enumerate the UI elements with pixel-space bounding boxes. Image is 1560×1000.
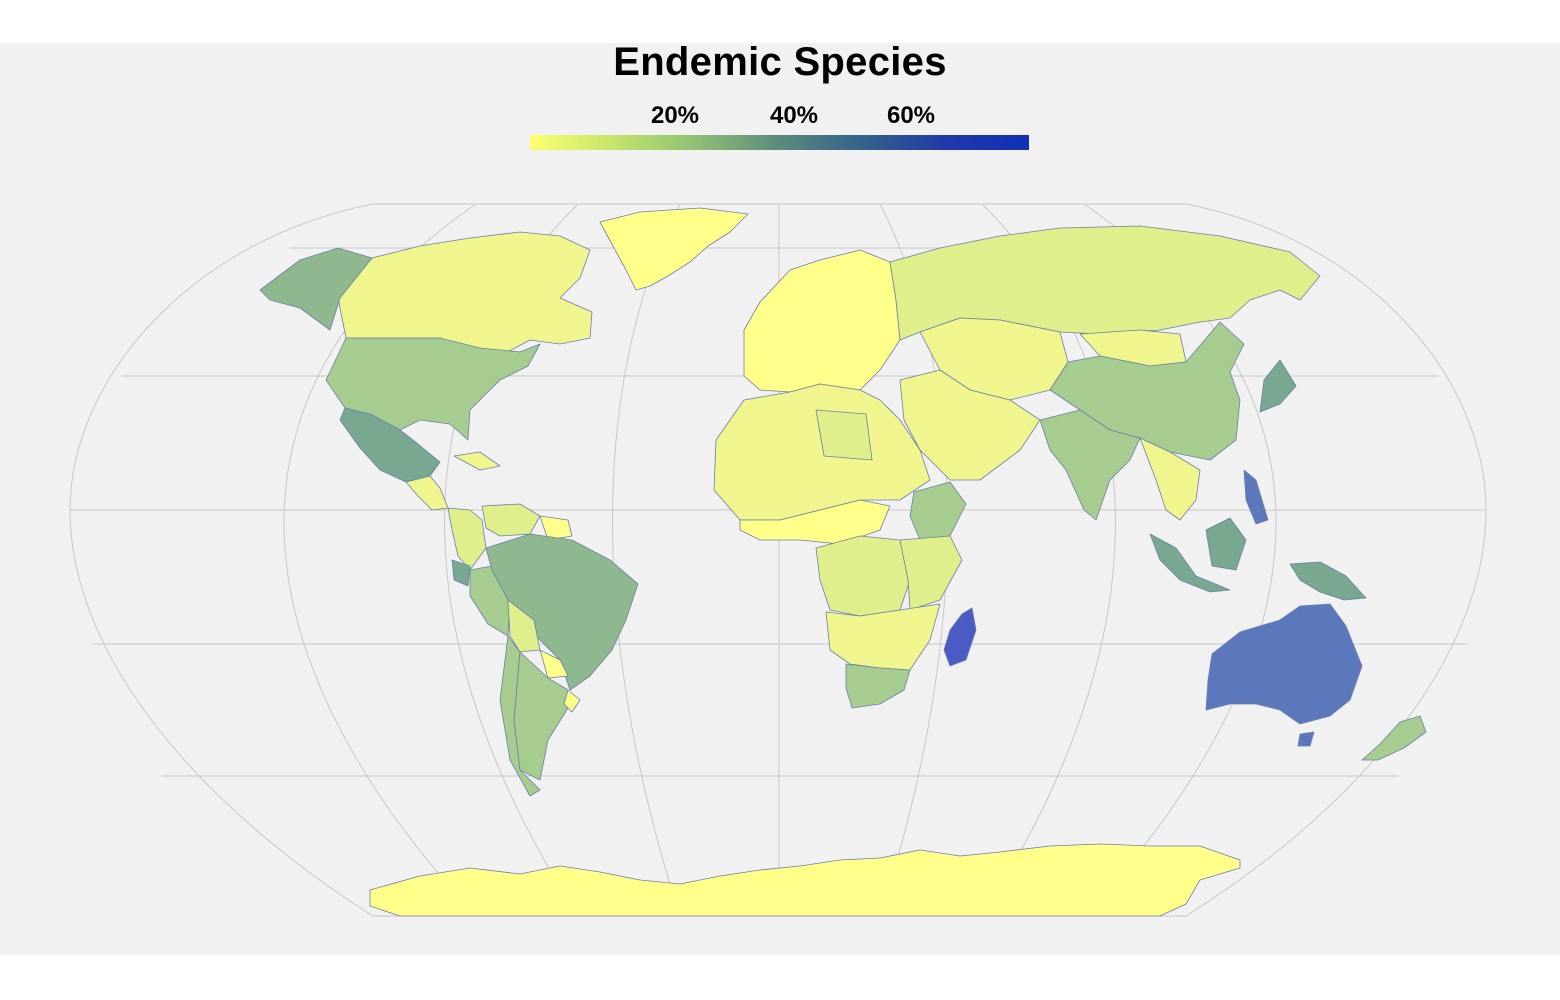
- region-central-africa: [815, 535, 911, 617]
- region-europe: [743, 249, 901, 393]
- region-southern-africa: [825, 603, 941, 671]
- legend-color-bar: [530, 135, 1029, 150]
- region-venezuela: [481, 503, 541, 537]
- region-colombia: [447, 507, 487, 571]
- region-ethiopia: [909, 481, 967, 541]
- region-indonesia: [1149, 533, 1231, 593]
- region-bolivia: [507, 599, 541, 653]
- region-guianas: [539, 515, 573, 541]
- region-borneo: [1205, 517, 1247, 571]
- region-india: [1039, 409, 1141, 521]
- region-new-guinea: [1289, 561, 1367, 601]
- region-philippines: [1243, 469, 1269, 525]
- region-ecuador: [451, 559, 471, 587]
- region-alaska: [259, 247, 373, 331]
- region-antarctica: [369, 843, 1241, 917]
- legend-tick-label: 20%: [650, 102, 700, 129]
- region-tasmania: [1297, 731, 1315, 747]
- region-east-africa: [899, 535, 963, 611]
- map-outline: [69, 203, 1487, 917]
- region-caribbean: [453, 451, 501, 471]
- legend-tick-label: 60%: [886, 102, 936, 129]
- legend-tick-label: 40%: [769, 102, 819, 129]
- region-madagascar: [943, 607, 977, 667]
- region-central-america: [405, 475, 449, 511]
- region-sahel: [739, 499, 891, 545]
- region-south-africa: [845, 663, 911, 709]
- meridian-line: [612, 203, 681, 917]
- region-paraguay: [539, 649, 569, 679]
- region-southeast-asia: [1139, 437, 1201, 521]
- region-greenland: [599, 207, 749, 291]
- map-title: Endemic Species: [613, 40, 947, 84]
- region-canada: [337, 231, 593, 357]
- region-middle-east: [899, 369, 1041, 481]
- region-libya: [815, 409, 873, 461]
- region-uruguay: [563, 689, 581, 713]
- region-north-africa: [713, 383, 931, 521]
- region-argentina: [513, 651, 569, 781]
- region-australia: [1205, 603, 1363, 725]
- land-masses: [259, 207, 1427, 917]
- region-new-zealand: [1361, 715, 1427, 761]
- region-japan: [1259, 359, 1297, 413]
